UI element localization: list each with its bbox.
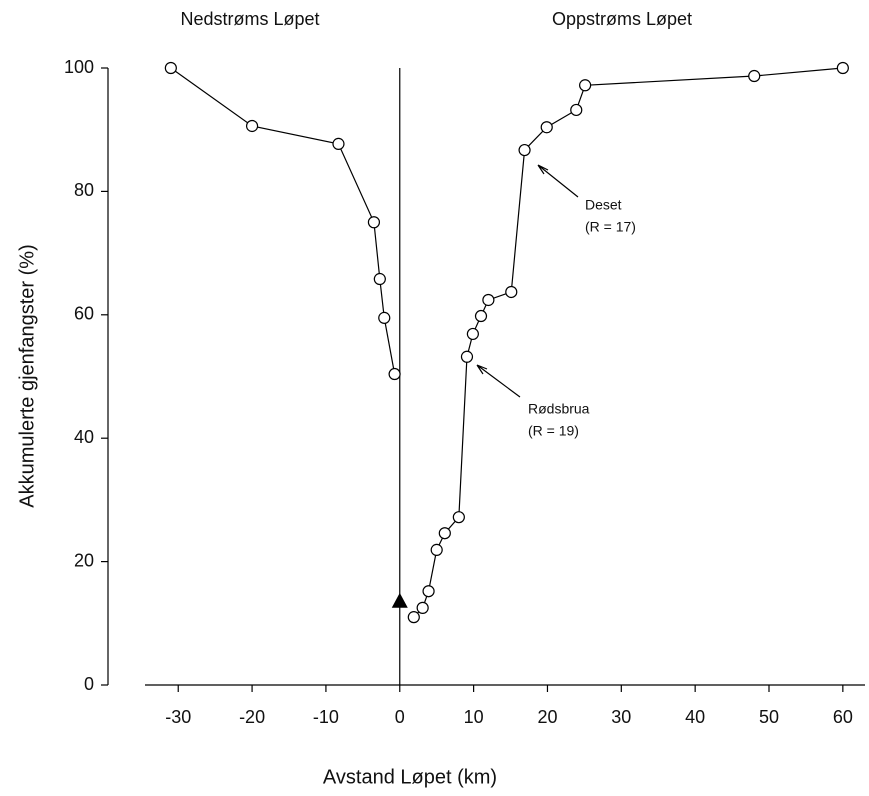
y-axis-label: Akkumulerte gjenfangster (%) [16, 244, 38, 507]
data-point [422, 585, 435, 598]
data-point [164, 61, 177, 75]
data-point [518, 143, 531, 157]
annotation-note: (R = 19) [528, 423, 579, 439]
left-header: Nedstrøms Løpet [180, 9, 319, 29]
annotation-label: Deset [585, 197, 622, 213]
x-tick-label: -10 [313, 707, 339, 727]
data-point [452, 511, 465, 524]
data-point [836, 61, 849, 75]
data-point [332, 137, 345, 150]
annotation-arrow [476, 364, 521, 398]
data-point [438, 527, 451, 540]
annotation-arrow [537, 164, 579, 198]
data-point [474, 309, 488, 323]
annotation-note: (R = 17) [585, 219, 636, 235]
data-point [388, 367, 401, 381]
y-tick-label: 100 [64, 57, 94, 77]
data-point [373, 272, 386, 286]
data-point [570, 103, 583, 117]
data-point [748, 69, 761, 83]
x-tick-label: 60 [833, 707, 853, 727]
data-point [482, 293, 495, 307]
x-tick-label: -30 [165, 707, 191, 727]
y-tick-label: 40 [74, 427, 94, 447]
annotation-label: Rødsbrua [528, 401, 590, 417]
y-tick-label: 0 [84, 674, 94, 694]
data-point [430, 543, 443, 556]
data-point [579, 79, 592, 92]
x-tick-label: 10 [464, 707, 484, 727]
y-tick-label: 60 [74, 304, 94, 324]
x-tick-label: -20 [239, 707, 265, 727]
y-tick-label: 80 [74, 180, 94, 200]
series-line [413, 67, 843, 618]
x-tick-label: 0 [395, 707, 405, 727]
x-tick-label: 50 [759, 707, 779, 727]
series-line [170, 67, 396, 375]
data-point [505, 285, 518, 299]
data-point [378, 311, 391, 324]
data-point [466, 327, 479, 341]
x-tick-label: 30 [611, 707, 631, 727]
release-marker [391, 592, 408, 608]
data-point [367, 216, 381, 229]
data-point [460, 350, 474, 363]
x-tick-label: 20 [537, 707, 557, 727]
data-point [245, 119, 259, 133]
data-point [416, 601, 429, 614]
x-axis-label: Avstand Løpet (km) [323, 766, 497, 788]
y-tick-label: 20 [74, 550, 94, 570]
x-tick-label: 40 [685, 707, 705, 727]
data-point [407, 611, 420, 624]
right-header: Oppstrøms Løpet [552, 9, 692, 29]
data-point [540, 121, 553, 134]
